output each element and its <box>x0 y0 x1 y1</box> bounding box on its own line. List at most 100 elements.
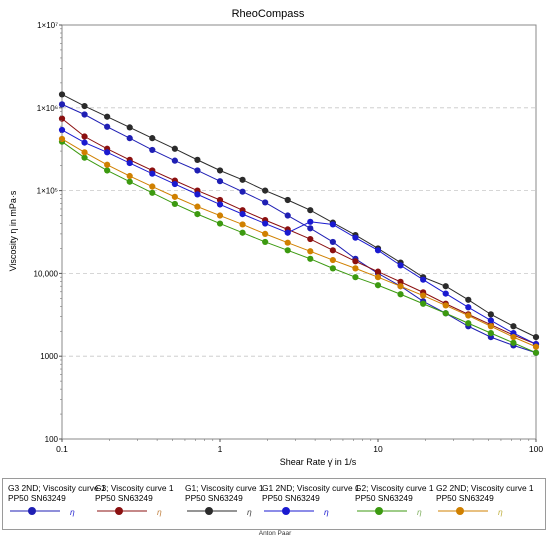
data-point <box>194 203 201 210</box>
data-point <box>307 218 314 225</box>
data-point <box>465 304 472 311</box>
legend-swatch-marker <box>456 507 464 515</box>
legend-series-name: G1; Viscosity curve 1 <box>185 483 264 493</box>
legend-swatch <box>187 507 237 515</box>
series-5 <box>58 138 540 356</box>
legend-series-name: G3; Viscosity curve 1 <box>95 483 174 493</box>
data-point <box>465 312 472 319</box>
data-point <box>329 247 336 254</box>
data-point <box>374 274 382 281</box>
data-point <box>442 283 449 290</box>
data-point <box>397 283 404 290</box>
data-point <box>58 115 66 122</box>
data-point <box>510 323 517 330</box>
data-point <box>194 191 201 198</box>
y-axis-label: Viscosity η in mPa·s <box>8 190 18 271</box>
data-point <box>104 167 111 174</box>
legend-series-name: G3 2ND; Viscosity curve 1 <box>8 483 106 493</box>
data-point <box>284 229 291 236</box>
data-point <box>532 349 540 356</box>
data-point <box>352 274 359 281</box>
legend-viscosity-symbol: η <box>498 507 503 517</box>
data-point <box>397 278 404 285</box>
series-layer <box>58 91 540 356</box>
data-point <box>126 124 133 131</box>
y-tick-label: 1×10⁶ <box>37 104 58 113</box>
data-point <box>81 139 88 146</box>
data-point <box>487 311 494 318</box>
legend-series-name: G1 2ND; Viscosity curve 1 <box>262 483 360 493</box>
data-point <box>216 212 224 219</box>
y-tick-label: 10,000 <box>34 269 59 278</box>
legend-sample-label: PP50 SN63249 <box>185 493 243 503</box>
data-point <box>239 211 246 218</box>
series-line <box>61 141 537 354</box>
legend-sample-label: PP50 SN63249 <box>355 493 413 503</box>
data-point <box>352 258 359 265</box>
data-point <box>465 296 472 303</box>
data-point <box>171 145 178 152</box>
data-point <box>510 334 517 341</box>
x-tick-label: 0.1 <box>56 444 68 454</box>
data-point <box>126 178 133 185</box>
data-point <box>104 161 111 168</box>
legend-swatch <box>97 507 147 515</box>
data-point <box>307 225 314 232</box>
x-axis-label: Shear Rate γ̇ in 1/s <box>280 457 357 467</box>
data-point <box>510 339 517 346</box>
data-point <box>420 276 427 283</box>
data-point <box>329 221 336 228</box>
data-point <box>81 111 88 118</box>
data-point <box>262 238 269 246</box>
legend-swatch <box>438 507 488 515</box>
data-point <box>532 343 540 350</box>
data-point <box>284 239 291 246</box>
legend-viscosity-symbol: η <box>247 507 252 517</box>
legend-viscosity-symbol: η <box>417 507 422 517</box>
legend-swatch-marker <box>375 507 383 515</box>
data-point <box>397 291 404 298</box>
data-point <box>58 101 66 108</box>
data-point <box>284 247 291 254</box>
data-point <box>352 234 359 241</box>
data-point <box>487 330 494 337</box>
data-point <box>239 188 246 195</box>
data-point <box>216 201 224 208</box>
data-point <box>262 220 269 227</box>
data-point <box>352 265 359 272</box>
legend: G3 2ND; Viscosity curve 1 PP50 SN63249 η G3… <box>2 478 546 530</box>
data-point <box>58 126 66 134</box>
series-2 <box>58 115 540 348</box>
y-tick-label: 1000 <box>40 352 58 361</box>
legend-viscosity-symbol: η <box>157 507 162 517</box>
data-point <box>442 290 449 297</box>
data-point <box>397 262 404 269</box>
data-point <box>374 247 382 254</box>
plot-area-frame <box>61 24 537 440</box>
data-point <box>194 211 201 218</box>
data-point <box>149 183 156 190</box>
data-point <box>194 156 201 163</box>
x-tick-label: 1 <box>218 444 223 454</box>
chart-title: RheoCompass <box>232 8 305 20</box>
series-4 <box>58 126 540 348</box>
legend-series-name: G2 2ND; Viscosity curve 1 <box>436 483 534 493</box>
data-point <box>126 135 133 142</box>
legend-viscosity-symbol: η <box>324 507 329 517</box>
data-point <box>307 255 314 262</box>
data-point <box>216 196 224 204</box>
data-point <box>329 238 336 246</box>
data-point <box>307 235 314 243</box>
data-point <box>216 167 224 174</box>
data-point <box>171 180 178 188</box>
data-point <box>58 135 66 143</box>
data-point <box>442 302 449 309</box>
data-point <box>239 221 246 228</box>
legend-swatch <box>10 507 60 515</box>
legend-sample-label: PP50 SN63249 <box>436 493 494 503</box>
legend-sample-label: PP50 SN63249 <box>95 493 153 503</box>
data-point <box>149 135 156 142</box>
data-point <box>442 310 449 317</box>
legend-swatch-marker <box>115 507 123 515</box>
